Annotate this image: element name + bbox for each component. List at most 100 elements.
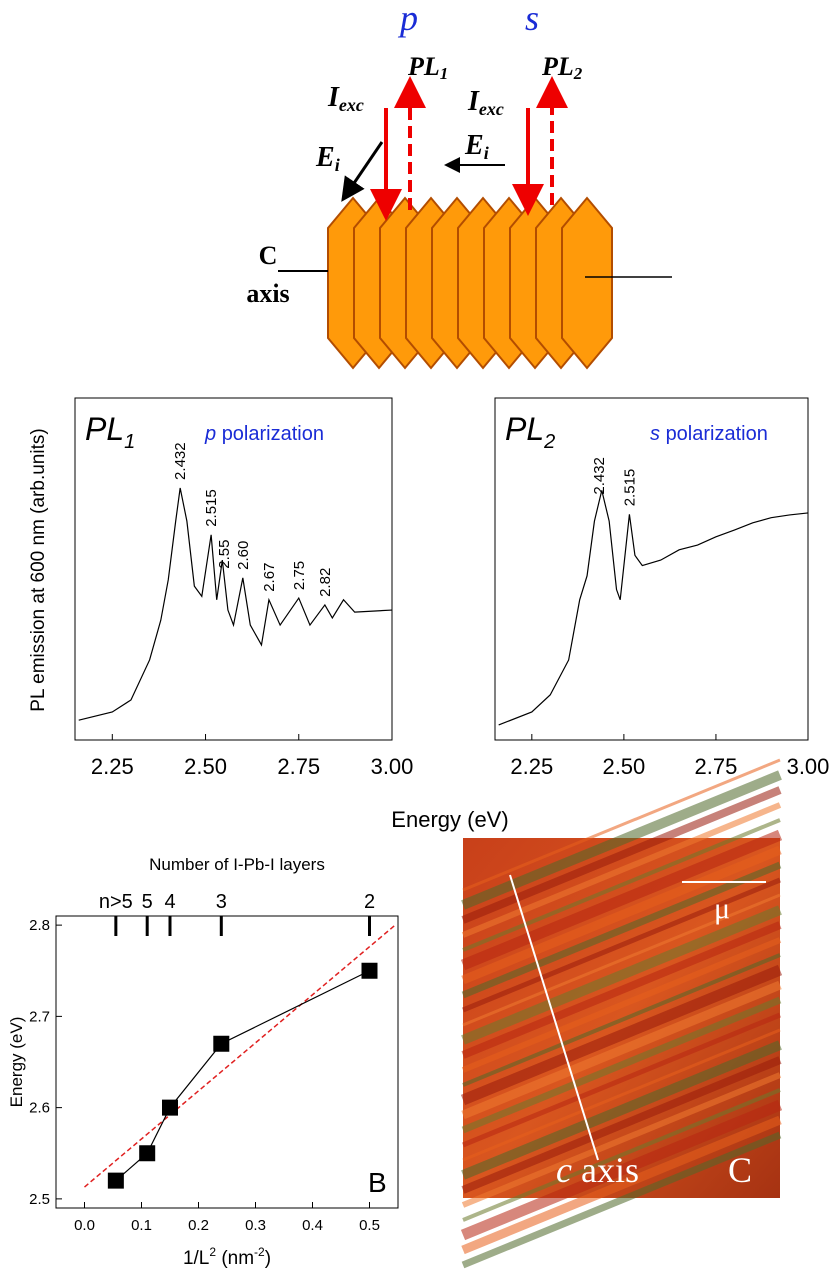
streak [460,964,783,1106]
streak [462,1012,781,1148]
x2-tick-label: n>5 [99,891,133,913]
streak [461,1115,782,1255]
chart-subtitle: s polarization [650,423,768,445]
x2-tick-label: 4 [164,891,175,913]
streak [461,1040,782,1180]
streak [462,877,781,1013]
x-label-part: ) [265,1248,271,1269]
streak [461,905,782,1045]
x-label-part: 2 [209,1245,216,1259]
axis-line [509,874,599,1161]
streak [461,937,782,1073]
title-sub: 2 [543,431,555,453]
title-main: PL [85,411,124,447]
x-tick-label: 2.75 [695,754,738,779]
peak-label: 2.67 [261,563,278,592]
streak [462,953,781,1087]
plot-frame [494,397,809,741]
peak-label: 2.75 [291,561,308,590]
x-tick-label: 2.25 [91,754,134,779]
field-arrow [341,141,384,202]
streak [460,829,783,971]
streak [461,845,782,985]
streak [462,1088,781,1222]
field-label: Ei [315,142,340,175]
streak [461,980,782,1120]
streak [461,786,782,924]
x2-label: Number of I-Pb-I layers [149,855,325,874]
x2-tick-label: 3 [216,891,227,913]
x-label-part: 1/L [183,1248,209,1269]
x-tick-label: 0.3 [245,1217,266,1234]
panel-label: B [368,1167,387,1198]
y-label: Energy (eV) [7,1017,26,1108]
streak [461,996,782,1134]
subtitle-italic: p [204,423,216,445]
streak [462,758,781,892]
x-label-part: (nm [216,1248,254,1269]
chart-subtitle: p polarization [204,423,324,445]
chart-title: PL2 [505,411,555,453]
chart-title: PL1 [85,411,135,453]
x-tick-label: 0.1 [131,1217,152,1234]
pol-label: p [397,0,418,38]
peak-label: 2.432 [172,442,189,480]
streak [461,770,782,910]
x-label-part: -2 [254,1245,265,1259]
plate [561,196,613,370]
field-label: Ei [464,130,489,163]
subtitle-italic: s [650,423,660,445]
plot-frame [55,915,399,1209]
streak [461,861,782,999]
c-axis-label: axis [246,279,289,308]
y-tick-label: 2.8 [29,917,50,934]
x-tick-label: 3.00 [371,754,414,779]
x-tick-label: 2.50 [184,754,227,779]
streak [461,802,782,938]
x-tick-label: 3.00 [787,754,830,779]
x-tick-label: 0.2 [188,1217,209,1234]
x-tick-label: 0.5 [359,1217,380,1234]
peak-label: 2.82 [317,568,334,597]
x-label: 1/L2 (nm-2) [183,1245,271,1269]
pl-label: PL1 [407,52,448,83]
peak-label: 2.432 [591,457,608,495]
x-tick-label: 0.4 [302,1217,323,1234]
plot-frame [74,397,393,741]
axis-label: c axis [556,1150,639,1190]
peak-label: 2.515 [203,489,220,527]
spectrum [498,490,809,726]
streak [461,1131,782,1269]
x2-tick-label: 5 [142,891,153,913]
crystal-plates [327,196,613,370]
title-sub: 1 [124,431,135,453]
subtitle-text: polarization [222,423,324,445]
x-tick-label: 2.50 [602,754,645,779]
streak [460,1099,783,1241]
streak [461,1072,782,1208]
fit-line [84,924,396,1188]
streak [461,921,782,1059]
peak-label: 2.55 [216,540,233,569]
point [162,1099,178,1116]
title-main: PL [505,411,544,447]
pol-label: s [525,0,539,38]
x-tick-label: 0.0 [74,1217,95,1234]
point [213,1035,230,1052]
streak [462,1028,781,1162]
streaks [460,758,783,1269]
point [361,962,378,979]
y-tick-label: 2.7 [29,1008,50,1025]
point [139,1145,156,1162]
peak-label: 2.60 [235,541,252,570]
c-axis-label: C [259,241,278,270]
photo: μ c axis C [460,758,783,1269]
streak [461,1056,782,1194]
y-label: PL emission at 600 nm (arb.units) [28,428,49,711]
subtitle-text: polarization [666,423,768,445]
point [107,1172,124,1189]
x2-tick-label: 2 [364,891,375,913]
iexc-label: Iexc [327,82,364,115]
streak [462,893,781,1027]
